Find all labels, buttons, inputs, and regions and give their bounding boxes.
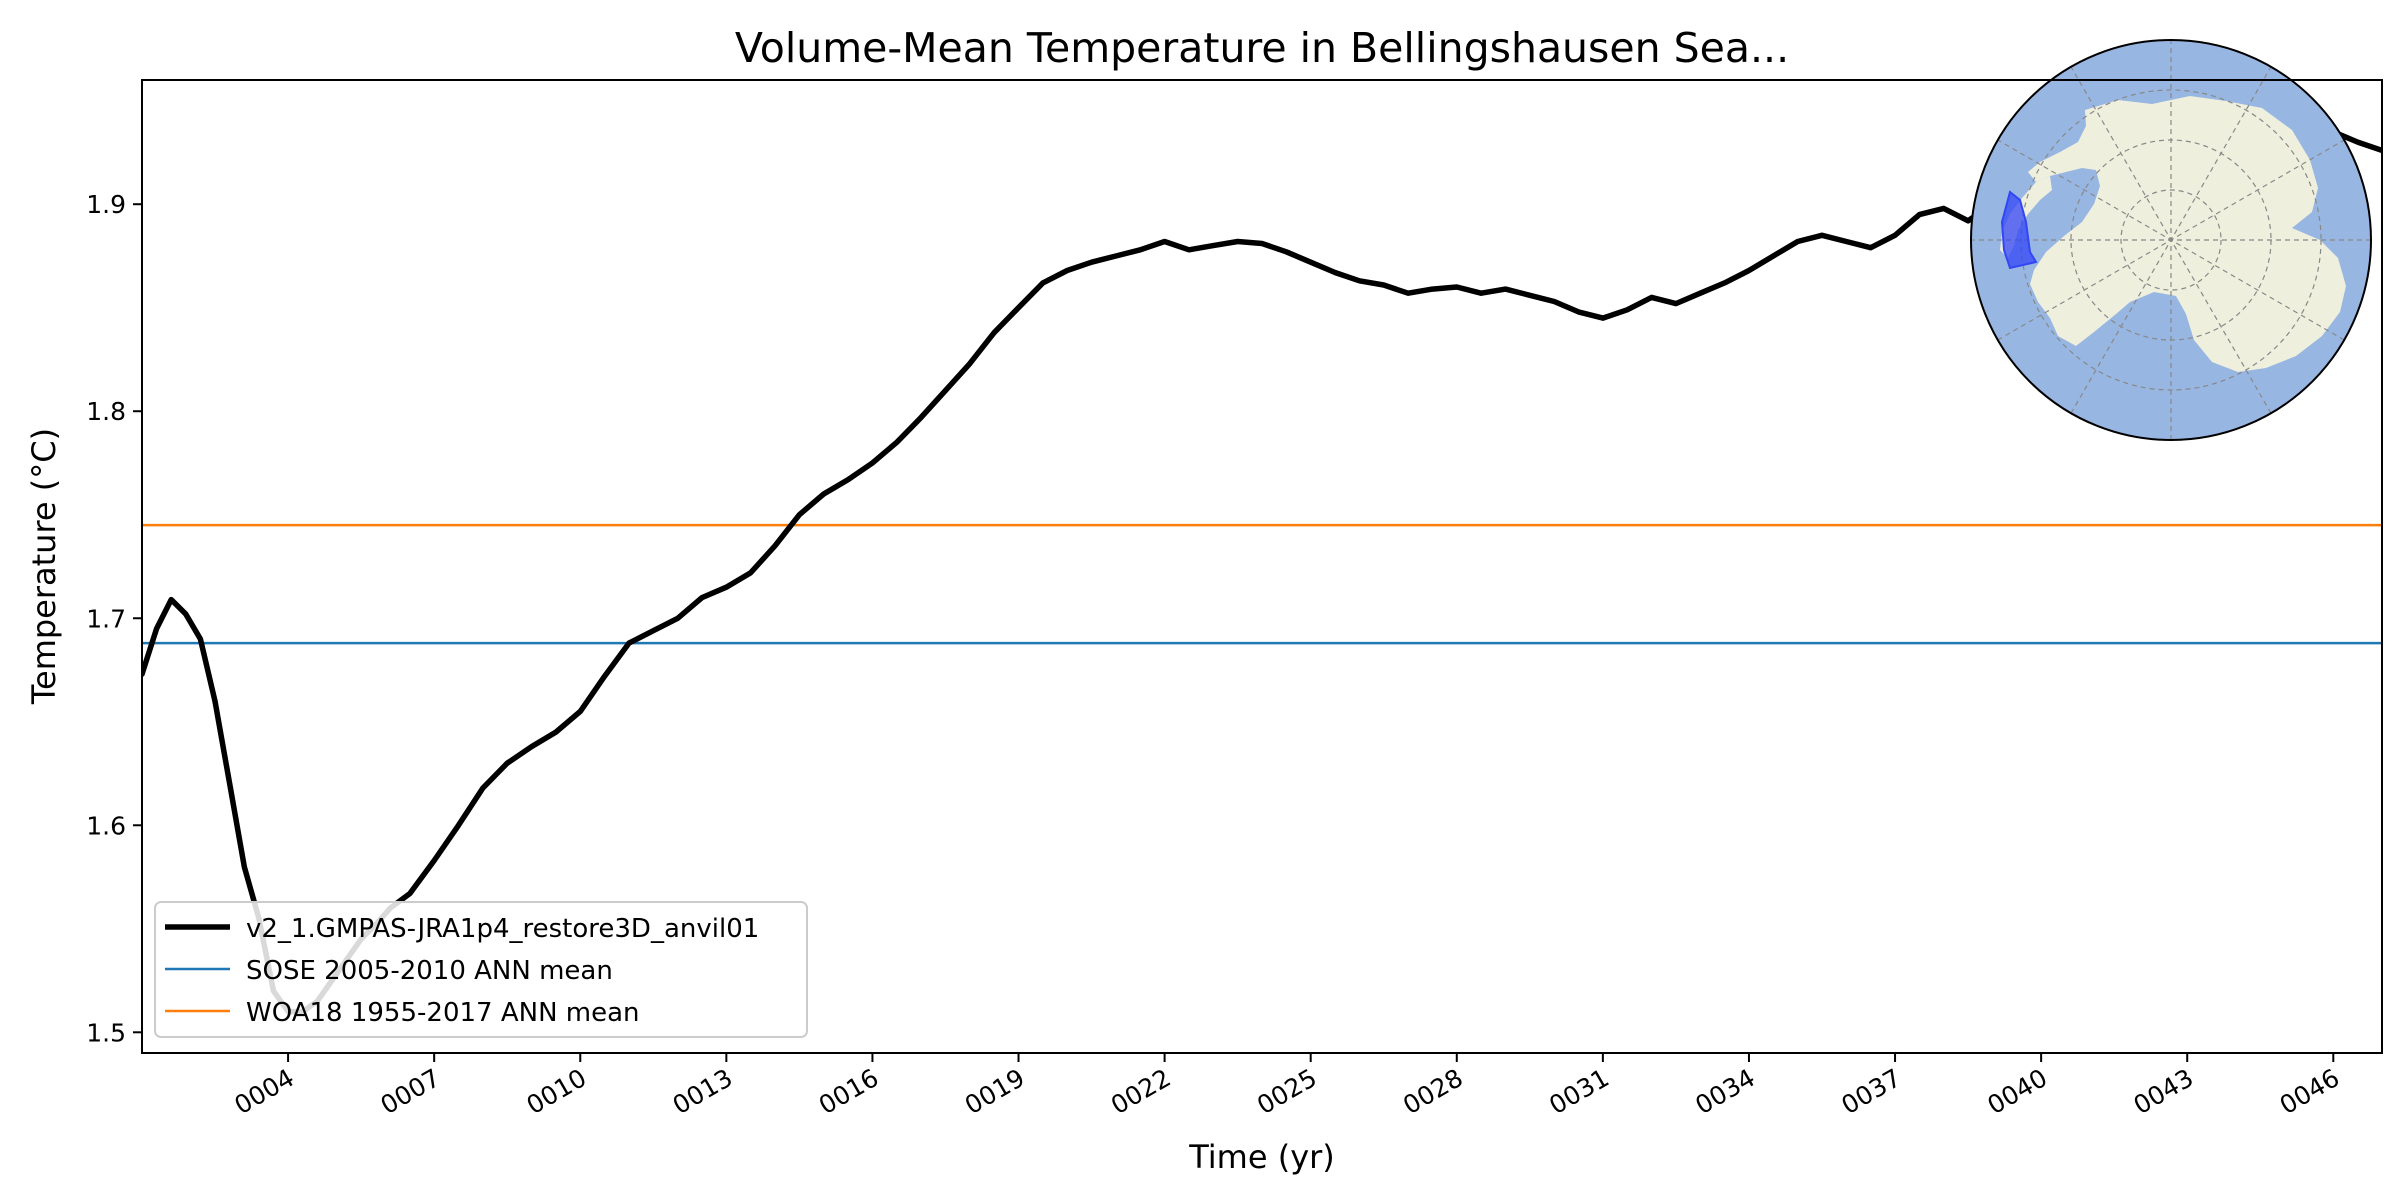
x-tick-label: 0046 [2275, 1063, 2345, 1120]
x-tick-label: 0022 [1106, 1063, 1176, 1120]
y-tick-label: 1.5 [86, 1018, 126, 1047]
map-graticule [1971, 40, 2371, 440]
chart-title: Volume-Mean Temperature in Bellingshause… [735, 24, 1789, 72]
x-tick-label: 0004 [229, 1063, 299, 1120]
x-tick-label: 0025 [1252, 1063, 1322, 1120]
y-axis-ticks: 1.5 1.6 1.7 1.8 1.9 [86, 190, 142, 1047]
x-tick-label: 0034 [1690, 1063, 1760, 1120]
x-tick-label: 0031 [1544, 1063, 1614, 1120]
y-axis-label: Temperature (°C) [25, 428, 63, 705]
x-tick-label: 0010 [522, 1063, 592, 1120]
inset-map [1970, 39, 2372, 441]
y-tick-label: 1.9 [86, 190, 126, 219]
x-axis-ticks: 0004 0007 0010 0013 0016 0019 0022 0025 0028 0031… [229, 1053, 2344, 1120]
y-tick-label: 1.6 [86, 811, 126, 840]
x-tick-label: 0037 [1836, 1063, 1906, 1120]
x-tick-label: 0019 [960, 1063, 1030, 1120]
map-bellingshausen-region [2000, 190, 2038, 270]
y-tick-label: 1.7 [86, 604, 126, 633]
x-tick-label: 0013 [668, 1063, 738, 1120]
x-tick-label: 0016 [814, 1063, 884, 1120]
x-tick-label: 0043 [2129, 1063, 2199, 1120]
map-latitude-circle [2120, 189, 2222, 291]
legend-label-model: v2_1.GMPAS-JRA1p4_restore3D_anvil01 [246, 914, 759, 944]
legend: v2_1.GMPAS-JRA1p4_restore3D_anvil01 SOSE… [154, 901, 808, 1038]
legend-label-woa18: WOA18 1955-2017 ANN mean [246, 998, 640, 1028]
map-meridian [1997, 139, 2345, 341]
x-tick-label: 0040 [1983, 1063, 2053, 1120]
x-tick-label: 0007 [376, 1063, 446, 1120]
plot-frame [141, 79, 2383, 1054]
legend-box [154, 901, 808, 1038]
x-tick-label: 0028 [1398, 1063, 1468, 1120]
legend-label-sose: SOSE 2005-2010 ANN mean [246, 956, 613, 986]
x-axis-label: Time (yr) [1188, 1138, 1335, 1176]
y-tick-label: 1.8 [86, 397, 126, 426]
map-antarctica-land [2028, 96, 2346, 372]
map-border [1970, 39, 2372, 441]
